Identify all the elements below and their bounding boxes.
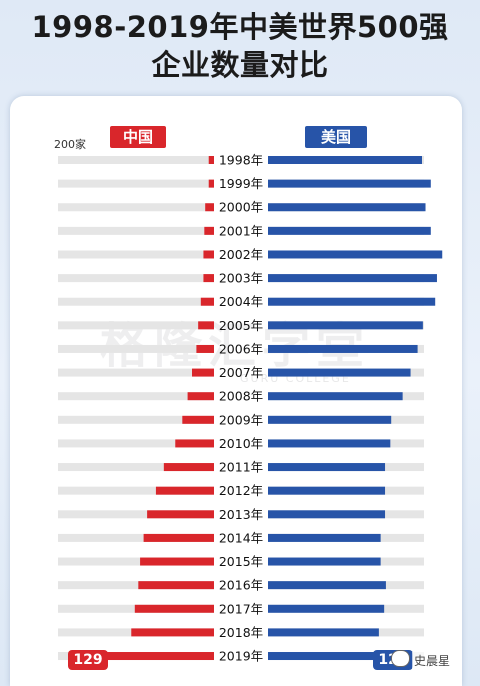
category-label: 2006年 [219,341,263,356]
category-label: 2009年 [219,412,263,427]
bar-usa [268,368,411,377]
chart-title-line1: 1998-2019年中美世界500强 [31,10,449,44]
category-label: 2011年 [219,460,263,475]
bar-china [147,510,214,519]
category-label: 2015年 [219,554,263,569]
bar-usa [268,297,436,306]
category-label: 2014年 [219,530,263,545]
bar-usa [268,510,386,519]
bar-china [196,344,214,353]
bar-china [138,581,214,590]
track-china [58,321,214,330]
category-label: 2003年 [219,271,263,286]
category-label: 2018年 [219,625,263,640]
track-china [58,156,214,164]
category-label: 2013年 [219,507,263,522]
bar-usa [268,392,403,401]
track-china [58,179,214,188]
category-label: 2001年 [219,223,263,238]
bar-usa [268,415,392,424]
category-label: 2017年 [219,601,263,616]
bar-china [131,628,214,637]
bar-usa [268,439,391,448]
track-china [58,226,214,235]
category-label: 1998年 [219,153,263,168]
category-label: 2000年 [219,200,263,215]
category-label: 2004年 [219,294,263,309]
category-label: 2007年 [219,365,263,380]
bar-usa [268,486,386,495]
bar-china [203,274,214,283]
track-china [58,510,214,519]
chart-title-line2: 企业数量对比 [151,48,329,82]
bar-usa [268,581,386,590]
bar-china [143,533,214,542]
bar-usa [268,321,423,330]
track-china [58,463,214,472]
legend-china: 中国 [110,126,166,148]
bar-usa [268,226,431,235]
track-china [58,368,214,377]
category-label: 2019年 [219,649,263,664]
bar-usa [268,250,443,259]
track-china [58,581,214,590]
category-label: 2016年 [219,578,263,593]
china-2019-value-label: 129 [68,650,108,670]
scale-label: 200家 [54,138,86,151]
bar-china [187,392,214,401]
bar-usa [268,203,426,212]
bar-china [200,297,214,306]
track-china [58,533,214,542]
track-china [58,392,214,401]
track-china [58,557,214,566]
bar-china [100,652,214,661]
bar-china [198,321,214,330]
bar-usa [268,463,386,472]
bar-usa [268,652,375,661]
track-china [58,297,214,306]
source-credit: 史晨星 [412,652,453,669]
bar-china [140,557,214,566]
bar-usa [268,274,437,283]
category-label: 1999年 [219,176,263,191]
track-china [58,486,214,495]
bar-usa [268,156,422,164]
bar-china [134,604,214,613]
bar-usa [268,344,418,353]
legend-usa: 美国 [305,126,367,148]
track-china [58,415,214,424]
track-china [58,344,214,353]
bar-china [203,250,214,259]
category-label: 2005年 [219,318,263,333]
bar-china [205,203,214,212]
track-china [58,274,214,283]
bar-china [175,439,214,448]
track-china [58,250,214,259]
category-label: 2012年 [219,483,263,498]
bar-china [155,486,214,495]
bar-usa [268,557,381,566]
bar-china [208,179,214,188]
bar-usa [268,604,385,613]
bar-usa [268,179,431,188]
track-china [58,439,214,448]
bar-usa [268,533,381,542]
wechat-icon [391,650,410,667]
category-label: 2010年 [219,436,263,451]
category-label: 2002年 [219,247,263,262]
bar-china [182,415,214,424]
bar-china [192,368,214,377]
bar-china [204,226,214,235]
bar-usa [268,628,379,637]
bar-china [163,463,214,472]
track-china [58,203,214,212]
category-label: 2008年 [219,389,263,404]
bar-china [208,156,214,164]
